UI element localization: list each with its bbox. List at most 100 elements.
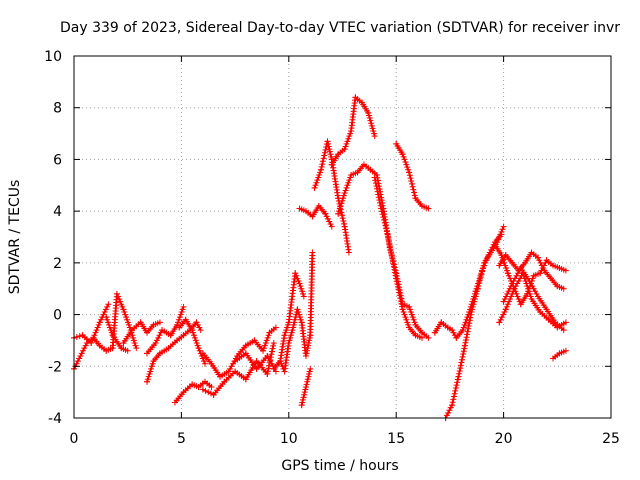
- data-point-interp: [450, 396, 457, 403]
- data-point: [550, 262, 557, 269]
- data-point-interp: [403, 161, 410, 168]
- data-point-interp: [322, 146, 329, 153]
- data-point-interp: [365, 112, 372, 119]
- data-point: [418, 202, 425, 209]
- data-point-interp: [537, 259, 544, 266]
- data-point-interp: [268, 351, 275, 358]
- data-point-interp: [175, 316, 182, 323]
- data-point-interp: [118, 301, 125, 308]
- data-point: [307, 332, 314, 339]
- data-point-interp: [538, 262, 545, 269]
- data-point-interp: [459, 353, 466, 360]
- data-point-interp: [480, 262, 487, 269]
- data-point: [418, 334, 425, 341]
- data-point-interp: [200, 358, 207, 365]
- data-point-interp: [196, 347, 203, 354]
- data-point-interp: [194, 321, 201, 328]
- data-point: [296, 205, 303, 212]
- data-point-interp: [286, 337, 293, 344]
- data-point-interp: [147, 368, 154, 375]
- data-point-interp: [192, 337, 199, 344]
- data-point: [118, 345, 125, 352]
- data-point-interp: [495, 236, 502, 243]
- data-point-interp: [325, 143, 332, 150]
- data-point: [371, 174, 378, 181]
- data-point-interp: [390, 263, 397, 270]
- series-track-14: [298, 365, 314, 409]
- data-point-interp: [404, 164, 411, 171]
- data-point: [412, 332, 419, 339]
- data-point-interp: [82, 342, 89, 349]
- data-point-interp: [337, 202, 344, 209]
- data-point: [560, 327, 567, 334]
- data-point: [449, 327, 456, 334]
- data-point-interp: [299, 399, 306, 406]
- data-point: [202, 378, 209, 385]
- data-point: [208, 360, 215, 367]
- data-point-interp: [265, 332, 272, 339]
- data-point: [144, 329, 151, 336]
- data-point-interp: [507, 283, 514, 290]
- series-track-19: [393, 140, 432, 212]
- data-point-interp: [146, 371, 153, 378]
- data-point: [221, 378, 228, 385]
- data-point: [412, 321, 419, 328]
- data-point-interp: [380, 214, 387, 221]
- x-tick-label: 20: [495, 431, 513, 447]
- data-point-interp: [89, 337, 96, 344]
- data-point-interp: [473, 290, 480, 297]
- data-point: [556, 265, 563, 272]
- data-point: [530, 272, 537, 279]
- data-point: [128, 327, 135, 334]
- data-point-interp: [462, 319, 469, 326]
- data-point-interp: [328, 153, 335, 160]
- data-point-interp: [476, 277, 483, 284]
- data-point: [311, 184, 318, 191]
- data-point-interp: [461, 345, 468, 352]
- data-point-interp: [390, 260, 397, 267]
- data-point: [285, 319, 292, 326]
- data-point-interp: [457, 362, 464, 369]
- data-point-interp: [265, 355, 272, 362]
- data-point-interp: [284, 324, 291, 331]
- data-point: [528, 296, 535, 303]
- data-point: [534, 254, 541, 261]
- data-point: [500, 298, 507, 305]
- series-track-13: [277, 249, 316, 375]
- data-point-interp: [260, 345, 267, 352]
- data-point: [260, 347, 267, 354]
- data-point-interp: [287, 334, 294, 341]
- data-point: [449, 402, 456, 409]
- data-point: [217, 373, 224, 380]
- data-point-interp: [270, 342, 277, 349]
- data-point: [502, 306, 509, 313]
- data-point: [302, 208, 309, 215]
- data-point: [526, 277, 533, 284]
- data-point: [302, 352, 309, 359]
- data-point-interp: [445, 409, 452, 416]
- data-point-interp: [408, 311, 415, 318]
- data-point: [537, 308, 544, 315]
- data-point-interp: [466, 317, 473, 324]
- data-point: [189, 381, 196, 388]
- data-point-interp: [397, 297, 404, 304]
- data-point-interp: [383, 225, 390, 232]
- data-point-interp: [366, 115, 373, 122]
- data-point-interp: [463, 336, 470, 343]
- data-point: [281, 368, 288, 375]
- data-point-interp: [261, 342, 268, 349]
- data-point-interp: [93, 327, 100, 334]
- data-point-interp: [394, 281, 401, 288]
- data-point-interp: [513, 272, 520, 279]
- data-point-interp: [80, 347, 87, 354]
- data-point: [328, 223, 335, 230]
- data-point: [253, 365, 260, 372]
- data-point-interp: [344, 138, 351, 145]
- y-tick-label: 0: [53, 308, 62, 324]
- data-point-interp: [132, 342, 139, 349]
- data-point-interp: [305, 342, 312, 349]
- y-tick-label: 6: [53, 152, 62, 168]
- data-point: [251, 337, 258, 344]
- data-point-interp: [464, 331, 471, 338]
- x-tick-label: 15: [387, 431, 405, 447]
